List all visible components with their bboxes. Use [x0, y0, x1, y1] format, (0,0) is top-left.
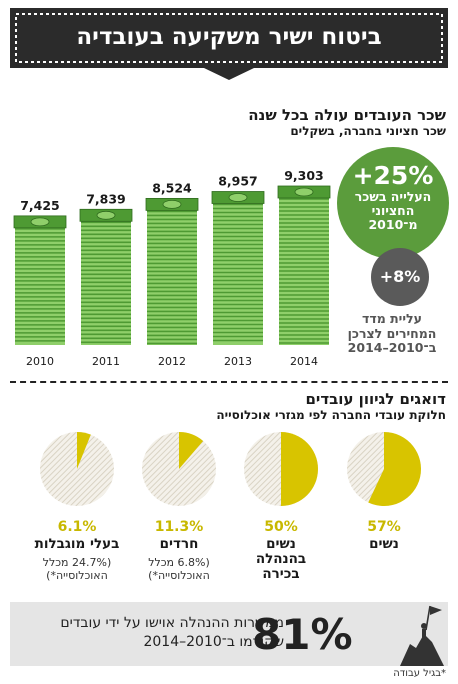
salary-increase-badge: +25% העלייה בשכר החציוני מ־2010: [337, 147, 449, 259]
pie-haredim: [142, 432, 216, 506]
bar-2012: [145, 197, 199, 345]
pie-slice: [281, 432, 318, 506]
section-divider: [10, 381, 448, 383]
bar-2014: [277, 185, 331, 345]
management-band: [10, 602, 448, 666]
pie-label-women-management: נשים בהנהלה בכירה: [255, 536, 307, 582]
bar-value-label-2012: 8,524: [152, 180, 192, 195]
bar-2013: [211, 191, 265, 345]
x-tick-label-2012: 2012: [158, 355, 186, 368]
salary-chart-subtitle: שכר חציוני בחברה, בשקלים: [290, 124, 446, 138]
cpi-badge-text: עליית מדד המחירים לצרכן ב־2010–2014: [347, 311, 437, 355]
bar-value-label-2014: 9,303: [284, 168, 324, 183]
pie-label-women: נשים: [369, 536, 399, 552]
pie-pct-haredim: 11.3%: [154, 519, 204, 535]
cpi-badge: +8%: [371, 248, 429, 306]
pie-label-haredim: חרדים: [159, 536, 199, 552]
flag-climber-icon: [400, 605, 444, 666]
page-title: ביטוח ישיר משקיעה בעובדיה: [76, 24, 382, 50]
pie-slice: [179, 432, 204, 469]
pie-women-senior-management: [244, 432, 318, 506]
x-tick-label-2010: 2010: [26, 355, 54, 368]
bar-2011: [79, 208, 133, 345]
pie-disabled: [40, 432, 114, 506]
pie-women: [347, 432, 422, 506]
x-tick-label-2011: 2011: [92, 355, 120, 368]
bar-value-label-2011: 7,839: [86, 191, 126, 206]
management-stat-text: ממשרות ההנהלה אוישו על ידי עובדים שקודמו…: [60, 615, 284, 650]
pie-label-disabled: בעלי מוגבלות: [34, 536, 120, 552]
pie-note-disabled: (24.7% מכלל האוכלוסייה*): [42, 556, 112, 582]
diversity-title: דואגים לגיוון עובדים: [305, 390, 446, 408]
management-stat-value: 81%: [252, 610, 353, 659]
header-banner: ביטוח ישיר משקיעה בעובדיה: [10, 8, 448, 80]
salary-chart-title: שכר העובדים עולה בכל שנה: [248, 106, 446, 124]
salary-increase-value: +25%: [352, 161, 434, 190]
pie-note-haredim: (6.8% מכלל האוכלוסייה*): [148, 556, 210, 582]
pie-slice: [77, 432, 91, 469]
pie-pct-disabled: 6.1%: [57, 519, 97, 535]
bar-value-label-2010: 7,425: [20, 198, 60, 213]
pie-pct-women: 57%: [367, 519, 401, 535]
salary-bar-chart: 7,425 2010 7,839 2011 8,524 2012 8,957 2013 9,30…: [13, 168, 331, 368]
footnote: *בגיל עבודה: [393, 668, 446, 679]
bar-2010: [13, 215, 67, 345]
banner-shape: [10, 8, 448, 80]
x-tick-label-2014: 2014: [290, 355, 318, 368]
salary-increase-text: העלייה בשכר החציוני מ־2010: [354, 189, 432, 232]
pie-slice: [368, 432, 422, 506]
x-tick-label-2013: 2013: [224, 355, 252, 368]
diversity-subtitle: חלוקת עובדי החברה לפי מגזרי אוכלוסייה: [216, 408, 446, 422]
pie-pct-women-management: 50%: [264, 519, 298, 535]
bar-value-label-2013: 8,957: [218, 174, 258, 189]
